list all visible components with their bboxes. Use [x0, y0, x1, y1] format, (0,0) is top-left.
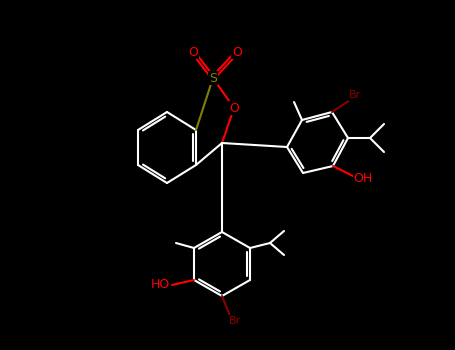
- Text: O: O: [229, 102, 239, 114]
- Text: O: O: [188, 46, 198, 58]
- Text: Br: Br: [349, 90, 361, 100]
- Text: S: S: [209, 71, 217, 84]
- Text: O: O: [232, 46, 242, 58]
- Text: Br: Br: [229, 316, 241, 326]
- Text: HO: HO: [150, 279, 170, 292]
- Text: OH: OH: [354, 172, 373, 184]
